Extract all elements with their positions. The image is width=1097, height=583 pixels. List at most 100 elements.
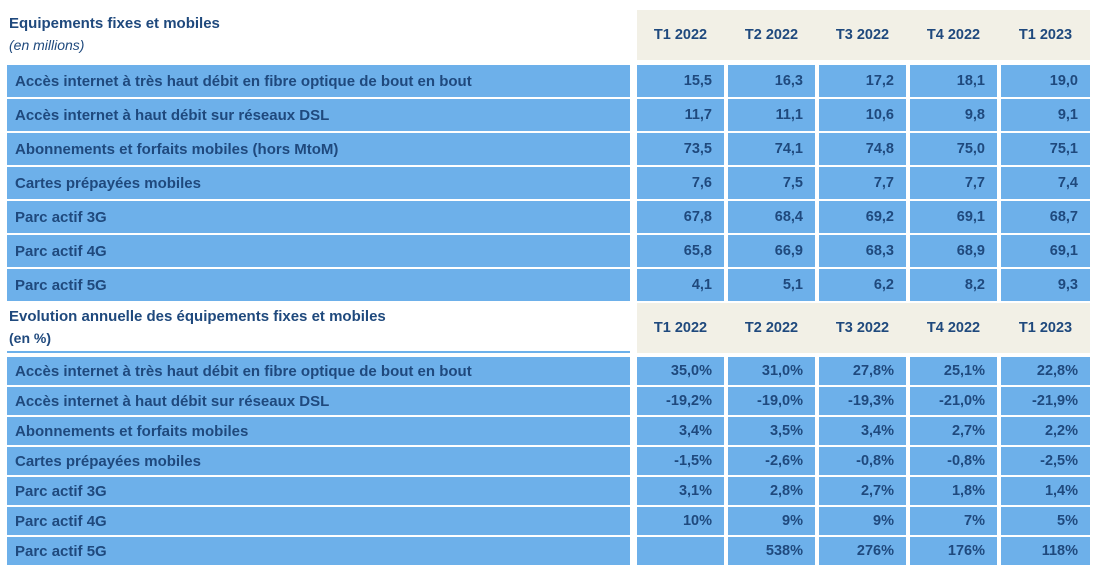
- column-header: T2 2022: [744, 27, 799, 43]
- value-cell: 7,5: [728, 167, 815, 199]
- value-cell: 17,2: [819, 65, 906, 97]
- table2-header-row: Evolution annuelle des équipements fixes…: [7, 303, 1090, 353]
- value-cell: -2,6%: [728, 447, 815, 475]
- value-cell: 18,1: [910, 65, 997, 97]
- row-label: Accès internet à haut débit sur réseaux …: [7, 387, 630, 415]
- value-cell: 5,1: [728, 269, 815, 301]
- table1-title: Equipements fixes et mobiles: [9, 15, 220, 32]
- table-annual-evolution-percent: Evolution annuelle des équipements fixes…: [7, 303, 1090, 565]
- value-cell: 67,8: [637, 201, 724, 233]
- value-cell: 74,8: [819, 133, 906, 165]
- value-cell: 27,8%: [819, 357, 906, 385]
- value-cell: 68,4: [728, 201, 815, 233]
- row-label: Abonnements et forfaits mobiles: [7, 417, 630, 445]
- value-cell: 2,7%: [910, 417, 997, 445]
- value-cell: 11,1: [728, 99, 815, 131]
- table-row: Accès internet à très haut débit en fibr…: [7, 357, 1090, 385]
- table2-subtitle: (en %): [9, 330, 51, 346]
- value-cell: 2,7%: [819, 477, 906, 505]
- value-cell: 3,5%: [728, 417, 815, 445]
- column-header: T4 2022: [926, 27, 981, 43]
- value-cell: 31,0%: [728, 357, 815, 385]
- column-header: T3 2022: [835, 27, 890, 43]
- value-cell: 2,2%: [1001, 417, 1090, 445]
- value-cell: 15,5: [637, 65, 724, 97]
- table2-title: Evolution annuelle des équipements fixes…: [9, 308, 386, 325]
- row-label: Cartes prépayées mobiles: [7, 167, 630, 199]
- value-cell: 68,3: [819, 235, 906, 267]
- row-label: Parc actif 3G: [7, 201, 630, 233]
- value-cell: 9,8: [910, 99, 997, 131]
- value-cell: 9,3: [1001, 269, 1090, 301]
- value-cell: 3,1%: [637, 477, 724, 505]
- value-cell: 3,4%: [637, 417, 724, 445]
- column-header: T1 2022: [653, 320, 708, 336]
- table-row: Parc actif 5G 4,1 5,1 6,2 8,2 9,3: [7, 269, 1090, 301]
- row-label: Parc actif 4G: [7, 235, 630, 267]
- value-cell: 69,2: [819, 201, 906, 233]
- table-row: Abonnements et forfaits mobiles 3,4% 3,5…: [7, 417, 1090, 445]
- value-cell: -0,8%: [819, 447, 906, 475]
- value-cell: 68,9: [910, 235, 997, 267]
- table1-column-headers: T1 2022 T2 2022 T3 2022 T4 2022 T1 2023: [637, 10, 1090, 60]
- row-label: Parc actif 3G: [7, 477, 630, 505]
- table2-column-headers: T1 2022 T2 2022 T3 2022 T4 2022 T1 2023: [637, 303, 1090, 353]
- value-cell: 22,8%: [1001, 357, 1090, 385]
- table-row: Parc actif 3G 67,8 68,4 69,2 69,1 68,7: [7, 201, 1090, 233]
- value-cell: 69,1: [1001, 235, 1090, 267]
- column-header: T2 2022: [744, 320, 799, 336]
- table-row: Parc actif 4G 10% 9% 9% 7% 5%: [7, 507, 1090, 535]
- column-header: T1 2023: [1018, 27, 1073, 43]
- row-label: Accès internet à très haut débit en fibr…: [7, 357, 630, 385]
- value-cell: 276%: [819, 537, 906, 565]
- value-cell: 176%: [910, 537, 997, 565]
- row-label: Parc actif 5G: [7, 269, 630, 301]
- column-header: T4 2022: [926, 320, 981, 336]
- row-label: Accès internet à haut débit sur réseaux …: [7, 99, 630, 131]
- value-cell: 16,3: [728, 65, 815, 97]
- table-equipments-millions: Equipements fixes et mobiles (en million…: [7, 10, 1090, 301]
- value-cell: 3,4%: [819, 417, 906, 445]
- value-cell: 69,1: [910, 201, 997, 233]
- table-row: Parc actif 5G 538% 276% 176% 118%: [7, 537, 1090, 565]
- value-cell: -0,8%: [910, 447, 997, 475]
- value-cell: 11,7: [637, 99, 724, 131]
- value-cell: 65,8: [637, 235, 724, 267]
- value-cell: -21,0%: [910, 387, 997, 415]
- value-cell: 68,7: [1001, 201, 1090, 233]
- value-cell: 75,1: [1001, 133, 1090, 165]
- value-cell: 6,2: [819, 269, 906, 301]
- row-label: Cartes prépayées mobiles: [7, 447, 630, 475]
- table-row: Cartes prépayées mobiles 7,6 7,5 7,7 7,7…: [7, 167, 1090, 199]
- table1-title-block: Equipements fixes et mobiles (en million…: [7, 10, 630, 60]
- value-cell: 9%: [728, 507, 815, 535]
- value-cell: 1,4%: [1001, 477, 1090, 505]
- table-row: Accès internet à très haut débit en fibr…: [7, 65, 1090, 97]
- value-cell: -19,0%: [728, 387, 815, 415]
- value-cell: 7,6: [637, 167, 724, 199]
- column-header: T3 2022: [835, 320, 890, 336]
- value-cell: 9,1: [1001, 99, 1090, 131]
- table-row: Accès internet à haut débit sur réseaux …: [7, 99, 1090, 131]
- value-cell: 7%: [910, 507, 997, 535]
- value-cell: -19,2%: [637, 387, 724, 415]
- value-cell: 4,1: [637, 269, 724, 301]
- table-row: Accès internet à haut débit sur réseaux …: [7, 387, 1090, 415]
- table2-title-block: Evolution annuelle des équipements fixes…: [7, 303, 630, 353]
- value-cell: 7,4: [1001, 167, 1090, 199]
- value-cell: 73,5: [637, 133, 724, 165]
- row-label: Accès internet à très haut débit en fibr…: [7, 65, 630, 97]
- value-cell: 35,0%: [637, 357, 724, 385]
- table-row: Parc actif 4G 65,8 66,9 68,3 68,9 69,1: [7, 235, 1090, 267]
- value-cell: 118%: [1001, 537, 1090, 565]
- value-cell: -2,5%: [1001, 447, 1090, 475]
- value-cell: 25,1%: [910, 357, 997, 385]
- table-row: Abonnements et forfaits mobiles (hors Mt…: [7, 133, 1090, 165]
- table1-subtitle: (en millions): [9, 37, 85, 53]
- column-header: T1 2022: [653, 27, 708, 43]
- value-cell: 5%: [1001, 507, 1090, 535]
- row-label: Parc actif 4G: [7, 507, 630, 535]
- table1-rows: Accès internet à très haut débit en fibr…: [7, 65, 1090, 301]
- row-label: Parc actif 5G: [7, 537, 630, 565]
